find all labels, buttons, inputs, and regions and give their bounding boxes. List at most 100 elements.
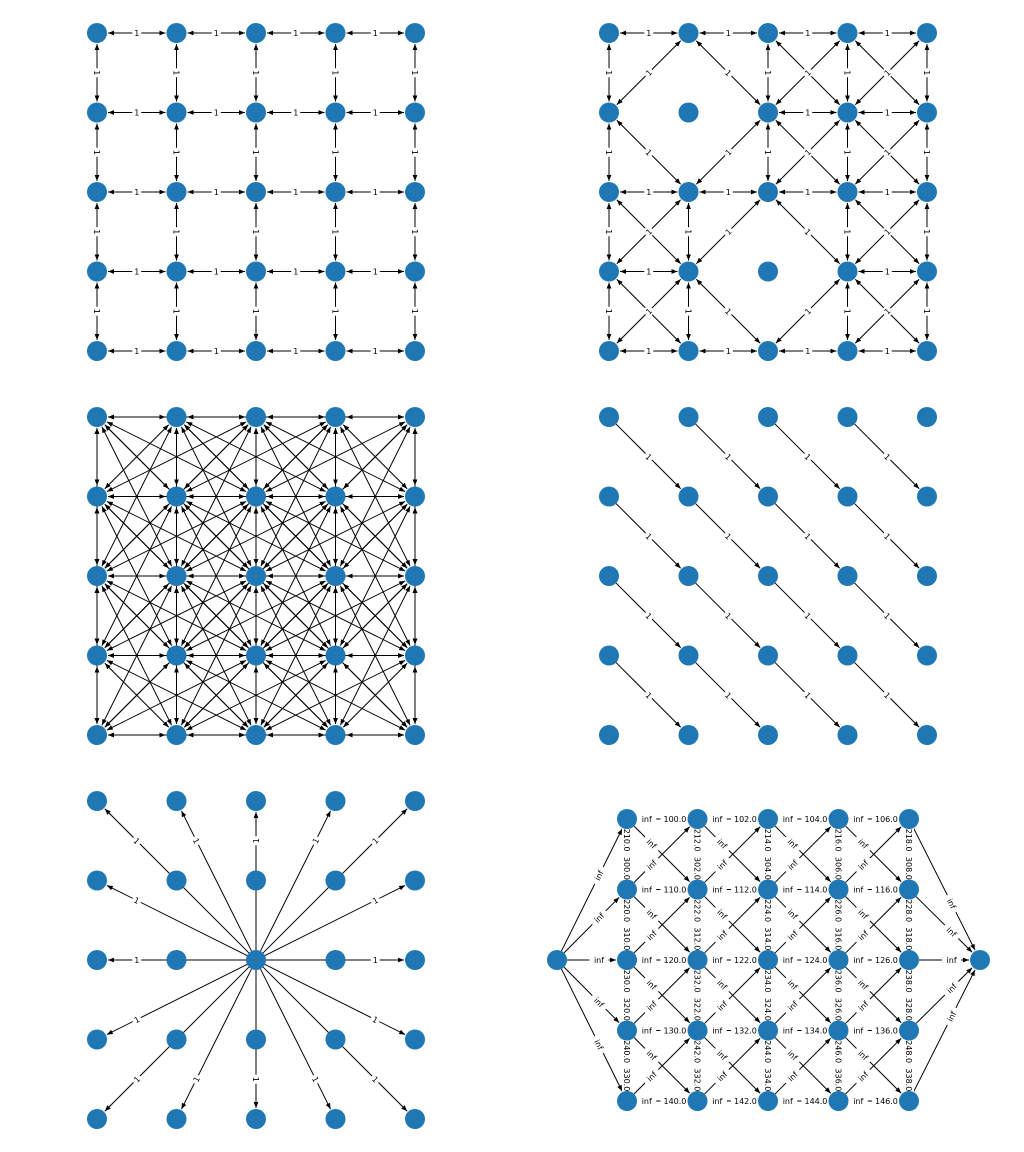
- edge-label-group: 1: [251, 1074, 261, 1084]
- edge-label-group: 1: [642, 688, 656, 702]
- panel-mixed: 1 1 1 1 1 1 1 1 1 1 1 1 1 1 1 1 1 1 1 1 1 1 1 1 1 1 1 1 1 1 1 1 1 1 1 1 1 1 1 1…: [599, 23, 937, 361]
- edge-label-bg: [801, 955, 831, 965]
- edge-label-group: 1: [370, 107, 380, 118]
- edge-label-bg: [692, 853, 703, 883]
- node: [325, 566, 346, 586]
- edge-label-bg: [833, 924, 844, 954]
- edge-label: 1: [251, 1077, 260, 1082]
- edge-label-bg: [763, 896, 773, 926]
- edge-label-group: 222.0: [692, 896, 703, 926]
- edge-label-bg: [782, 1044, 803, 1066]
- edge-label-group: 1: [251, 227, 261, 237]
- edge-label: 1: [883, 307, 893, 317]
- edge-label-group: 146.0: [871, 1096, 901, 1106]
- edge-label: 1: [131, 836, 141, 846]
- edge-label: 220.0: [622, 899, 631, 922]
- edge-label-bg: [904, 853, 914, 883]
- edge-label-group: 244.0: [763, 1037, 773, 1067]
- edge-label: 306.0: [834, 857, 843, 880]
- edge-label: 236.0: [834, 970, 843, 993]
- edge-label: inf: [712, 886, 722, 895]
- edge-label: 1: [410, 150, 419, 155]
- edge: [342, 662, 408, 728]
- edge-label-bg: [410, 227, 420, 237]
- edge-label: 314.0: [763, 927, 772, 950]
- node: [325, 870, 346, 891]
- edge-label-group: 1: [880, 145, 894, 159]
- edge-label: 1: [410, 229, 419, 234]
- edge-label-bg: [852, 974, 874, 995]
- edge-label: 1: [726, 188, 731, 197]
- node: [87, 566, 107, 586]
- edge-label: 222.0: [693, 899, 702, 922]
- edge-label: 1: [604, 309, 613, 314]
- edge-label-bg: [588, 907, 610, 928]
- edge-label-group: 1: [330, 306, 341, 316]
- node: [599, 407, 619, 427]
- edge-label: 1: [922, 150, 931, 155]
- edge-label-group: 130.0: [660, 1025, 690, 1036]
- edge-label: 1: [723, 532, 733, 542]
- edge-label: 210.0: [622, 829, 631, 852]
- node: [87, 725, 107, 745]
- edge-label-group: 104.0: [801, 814, 831, 824]
- edge-label-bg: [641, 974, 662, 995]
- edge: [633, 896, 691, 953]
- edge-label-bg: [642, 609, 656, 623]
- node: [87, 102, 107, 123]
- node: [166, 1109, 187, 1129]
- edge-label-group: 136.0: [871, 1025, 901, 1036]
- edge-label-group: 1: [642, 450, 656, 464]
- edge-label: 1: [646, 188, 651, 197]
- edge-label-bg: [644, 28, 654, 38]
- edge-label-bg: [730, 814, 760, 824]
- edge-label-bg: [692, 994, 703, 1024]
- edge-label-bg: [922, 147, 932, 157]
- edge: [774, 966, 832, 1024]
- edge-label-bg: [730, 884, 760, 895]
- edge-label: 214.0: [763, 829, 772, 852]
- edge-label: 120.0: [663, 956, 686, 965]
- edge-label: 1: [410, 70, 419, 75]
- edge-label: 1: [643, 148, 653, 158]
- edge-label-bg: [852, 903, 874, 925]
- edge-label-bg: [622, 924, 632, 954]
- edge-label-bg: [848, 1025, 868, 1036]
- edge-label: 330.0: [622, 1068, 631, 1091]
- edge-label-group: 1: [291, 346, 301, 356]
- edge-label-bg: [707, 884, 727, 895]
- edge-label-group: 1: [880, 529, 894, 543]
- edge-label-bg: [882, 107, 892, 118]
- edge-label-bg: [692, 1065, 703, 1095]
- edge-label-group: 102.0: [730, 814, 760, 824]
- edge-label-bg: [801, 814, 831, 824]
- edge-label-group: 122.0: [730, 955, 760, 965]
- edge-label-group: 1: [882, 107, 892, 118]
- node: [166, 870, 187, 891]
- node: [678, 261, 699, 282]
- edge-label-group: 1: [291, 28, 301, 38]
- edge-label-group: 232.0: [692, 966, 703, 996]
- edge-label: 1: [684, 309, 693, 314]
- edge-label-bg: [801, 529, 815, 543]
- edge-label-bg: [707, 814, 727, 824]
- edge-label-group: 334.0: [763, 1065, 773, 1095]
- edge-label-group: 1: [721, 66, 735, 80]
- edge-label: 130.0: [663, 1027, 686, 1036]
- node: [917, 102, 937, 123]
- edge-label: inf: [594, 956, 604, 965]
- edge-label-bg: [763, 147, 773, 157]
- edge-label: 244.0: [763, 1040, 772, 1063]
- edge-label-group: 1: [211, 346, 221, 356]
- edge-label: inf: [712, 1097, 722, 1106]
- edge-label-group: 226.0: [833, 896, 844, 926]
- node: [758, 341, 778, 361]
- edge-label-group: 1: [642, 66, 656, 80]
- edge-label-bg: [660, 1096, 690, 1106]
- edge-label-bg: [692, 966, 703, 996]
- edge-label-group: 1: [801, 145, 815, 159]
- edge-label-bg: [368, 1013, 382, 1027]
- edge-label-group: 1: [644, 346, 654, 356]
- node: [758, 645, 778, 666]
- node: [917, 23, 937, 43]
